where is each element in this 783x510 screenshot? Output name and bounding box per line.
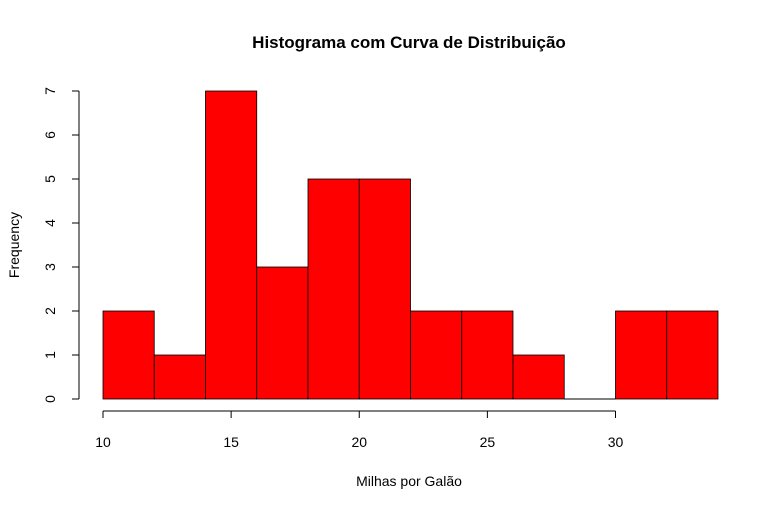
y-axis-label: Frequency (6, 212, 22, 278)
x-tick-label: 15 (223, 434, 239, 450)
histogram-bar (307, 178, 360, 400)
histogram-bar (358, 178, 411, 400)
histogram-bar (256, 266, 309, 400)
y-tick-label: 0 (42, 395, 58, 403)
histogram-bar (153, 354, 206, 400)
y-tick-label: 7 (42, 87, 58, 95)
histogram-bar (461, 310, 514, 400)
histogram-bar (512, 354, 565, 400)
x-tick-label: 25 (480, 434, 496, 450)
y-tick-label: 4 (42, 219, 58, 227)
histogram-bar (666, 310, 719, 400)
y-tick-label: 2 (42, 307, 58, 315)
histogram-bar (102, 310, 155, 400)
x-tick-label: 30 (608, 434, 624, 450)
bars-group (102, 90, 719, 400)
y-tick-label: 6 (42, 131, 58, 139)
chart-title: Histograma com Curva de Distribuição (252, 33, 566, 52)
y-tick-label: 3 (42, 263, 58, 271)
histogram-bar (615, 310, 668, 400)
histogram-bar (205, 90, 258, 400)
x-tick-label: 10 (95, 434, 111, 450)
x-axis: 10 15 20 25 30 (95, 410, 624, 450)
x-axis-label: Milhas por Galão (356, 473, 462, 489)
y-axis: 0 1 2 3 4 5 6 7 (42, 87, 80, 403)
histogram-bar (410, 310, 463, 400)
x-tick-label: 20 (351, 434, 367, 450)
y-tick-label: 1 (42, 351, 58, 359)
y-tick-label: 5 (42, 175, 58, 183)
